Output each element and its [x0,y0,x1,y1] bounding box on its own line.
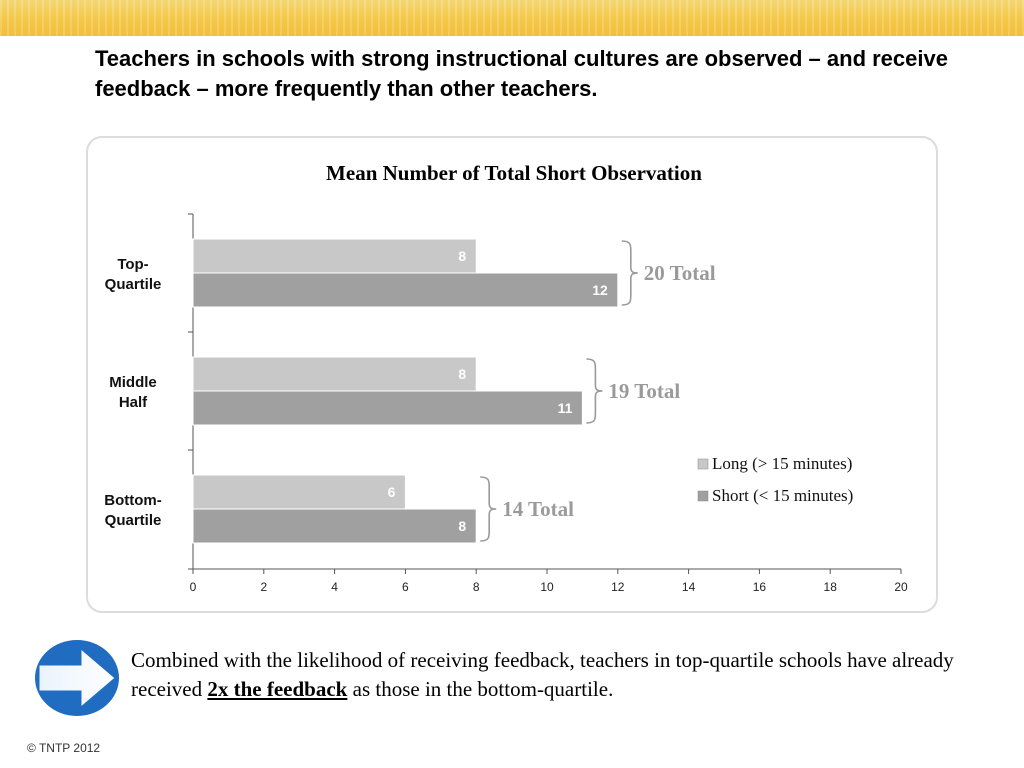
total-brace-2 [586,358,603,424]
chart-frame: Mean Number of Total Short Observation 0… [86,136,938,613]
bar-value-label-short-3: 8 [458,518,466,534]
total-label-1: 20 Total [644,261,716,285]
legend-swatch-long [697,458,709,470]
x-tick-label-14: 14 [682,580,696,594]
x-tick-label-4: 4 [331,580,338,594]
total-label-3: 14 Total [502,497,574,521]
total-brace-3 [480,476,497,542]
legend-swatch-short [697,490,709,502]
bar-value-label-short-2: 11 [558,400,573,416]
total-label-2: 19 Total [608,379,680,403]
bar-value-label-long-1: 8 [458,248,466,264]
category-label-1: Top-Quartile [105,256,162,293]
takeaway-text-end: as those in the bottom-quartile. [347,677,614,701]
x-tick-label-8: 8 [473,580,480,594]
legend-label-long: Long (> 15 minutes) [712,454,852,473]
top-accent-bar [0,0,1024,36]
bar-long-3 [192,474,406,510]
legend-label-short: Short (< 15 minutes) [712,486,853,505]
bar-chart: Mean Number of Total Short Observation 0… [104,161,908,594]
x-tick-label-0: 0 [190,580,197,594]
bar-short-3 [192,508,477,544]
total-brace-1 [621,240,638,306]
x-tick-label-16: 16 [753,580,767,594]
takeaway-text: Combined with the likelihood of receivin… [131,646,991,704]
bar-long-1 [192,238,477,274]
bar-value-label-long-3: 6 [388,484,396,500]
slide-title: Teachers in schools with strong instruct… [95,46,948,101]
category-label-3: Bottom-Quartile [104,492,161,529]
bar-long-2 [192,356,477,392]
bar-short-2 [192,390,583,426]
takeaway-text-start: Combined with the likelihood of receivin… [131,648,954,701]
bar-short-1 [192,272,619,308]
chart-title: Mean Number of Total Short Observation [326,161,702,185]
arrow-right-icon [35,640,119,716]
bar-value-label-long-2: 8 [458,366,466,382]
copyright-notice: © TNTP 2012 [27,741,101,755]
bar-value-label-short-1: 12 [592,282,608,298]
x-tick-label-6: 6 [402,580,409,594]
category-label-2: Middle Half [109,374,157,411]
x-tick-label-12: 12 [611,580,625,594]
x-tick-label-20: 20 [894,580,908,594]
x-tick-label-10: 10 [540,580,554,594]
takeaway-emphasis: 2x the feedback [207,677,348,701]
x-tick-label-2: 2 [260,580,267,594]
x-tick-label-18: 18 [824,580,838,594]
